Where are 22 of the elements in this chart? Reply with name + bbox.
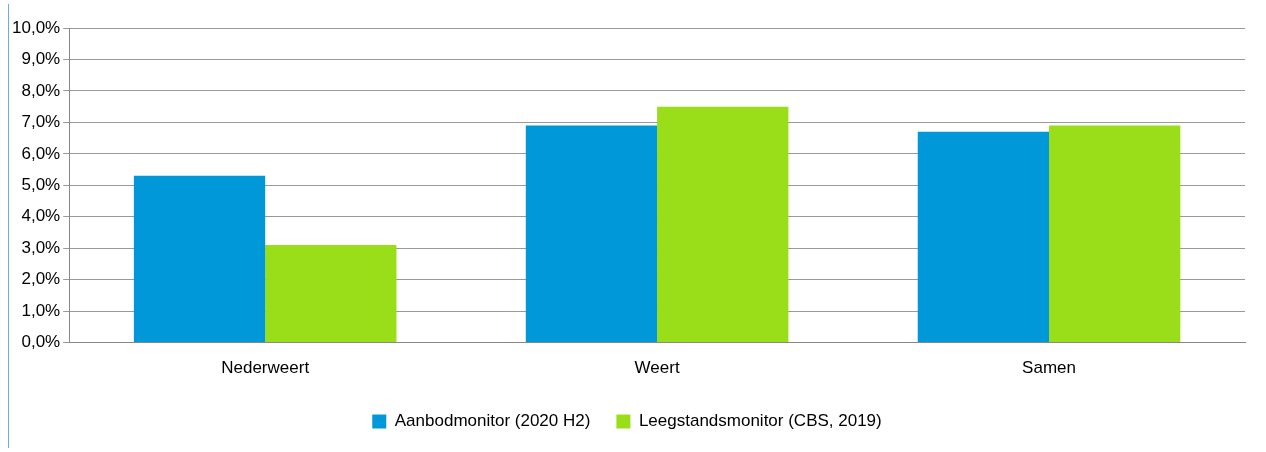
x-tick-label: Weert (634, 358, 680, 378)
y-tick-label: 3,0% (21, 237, 61, 257)
y-tick-label: 6,0% (21, 143, 61, 163)
bar (657, 106, 789, 343)
bar (1049, 125, 1181, 343)
y-tick-label: 10,0% (12, 17, 61, 37)
y-tick-label: 1,0% (21, 300, 61, 320)
legend-label: Leegstandsmonitor (CBS, 2019) (638, 411, 882, 431)
y-tick-label: 2,0% (21, 269, 61, 289)
y-tick-label: 4,0% (21, 206, 61, 226)
x-tick-label: Nederweert (221, 358, 310, 378)
y-tick-label: 8,0% (21, 80, 61, 100)
bar (133, 175, 266, 343)
bar (525, 125, 658, 343)
y-tick-label: 7,0% (21, 112, 61, 132)
x-tick-label: Samen (1022, 358, 1076, 378)
y-tick-label: 5,0% (21, 174, 61, 194)
y-tick-label: 0,0% (21, 332, 61, 352)
bar (917, 131, 1050, 343)
bar (265, 245, 397, 343)
y-tick-label: 9,0% (21, 49, 61, 69)
legend-label: Aanbodmonitor (2020 H2) (394, 411, 591, 431)
